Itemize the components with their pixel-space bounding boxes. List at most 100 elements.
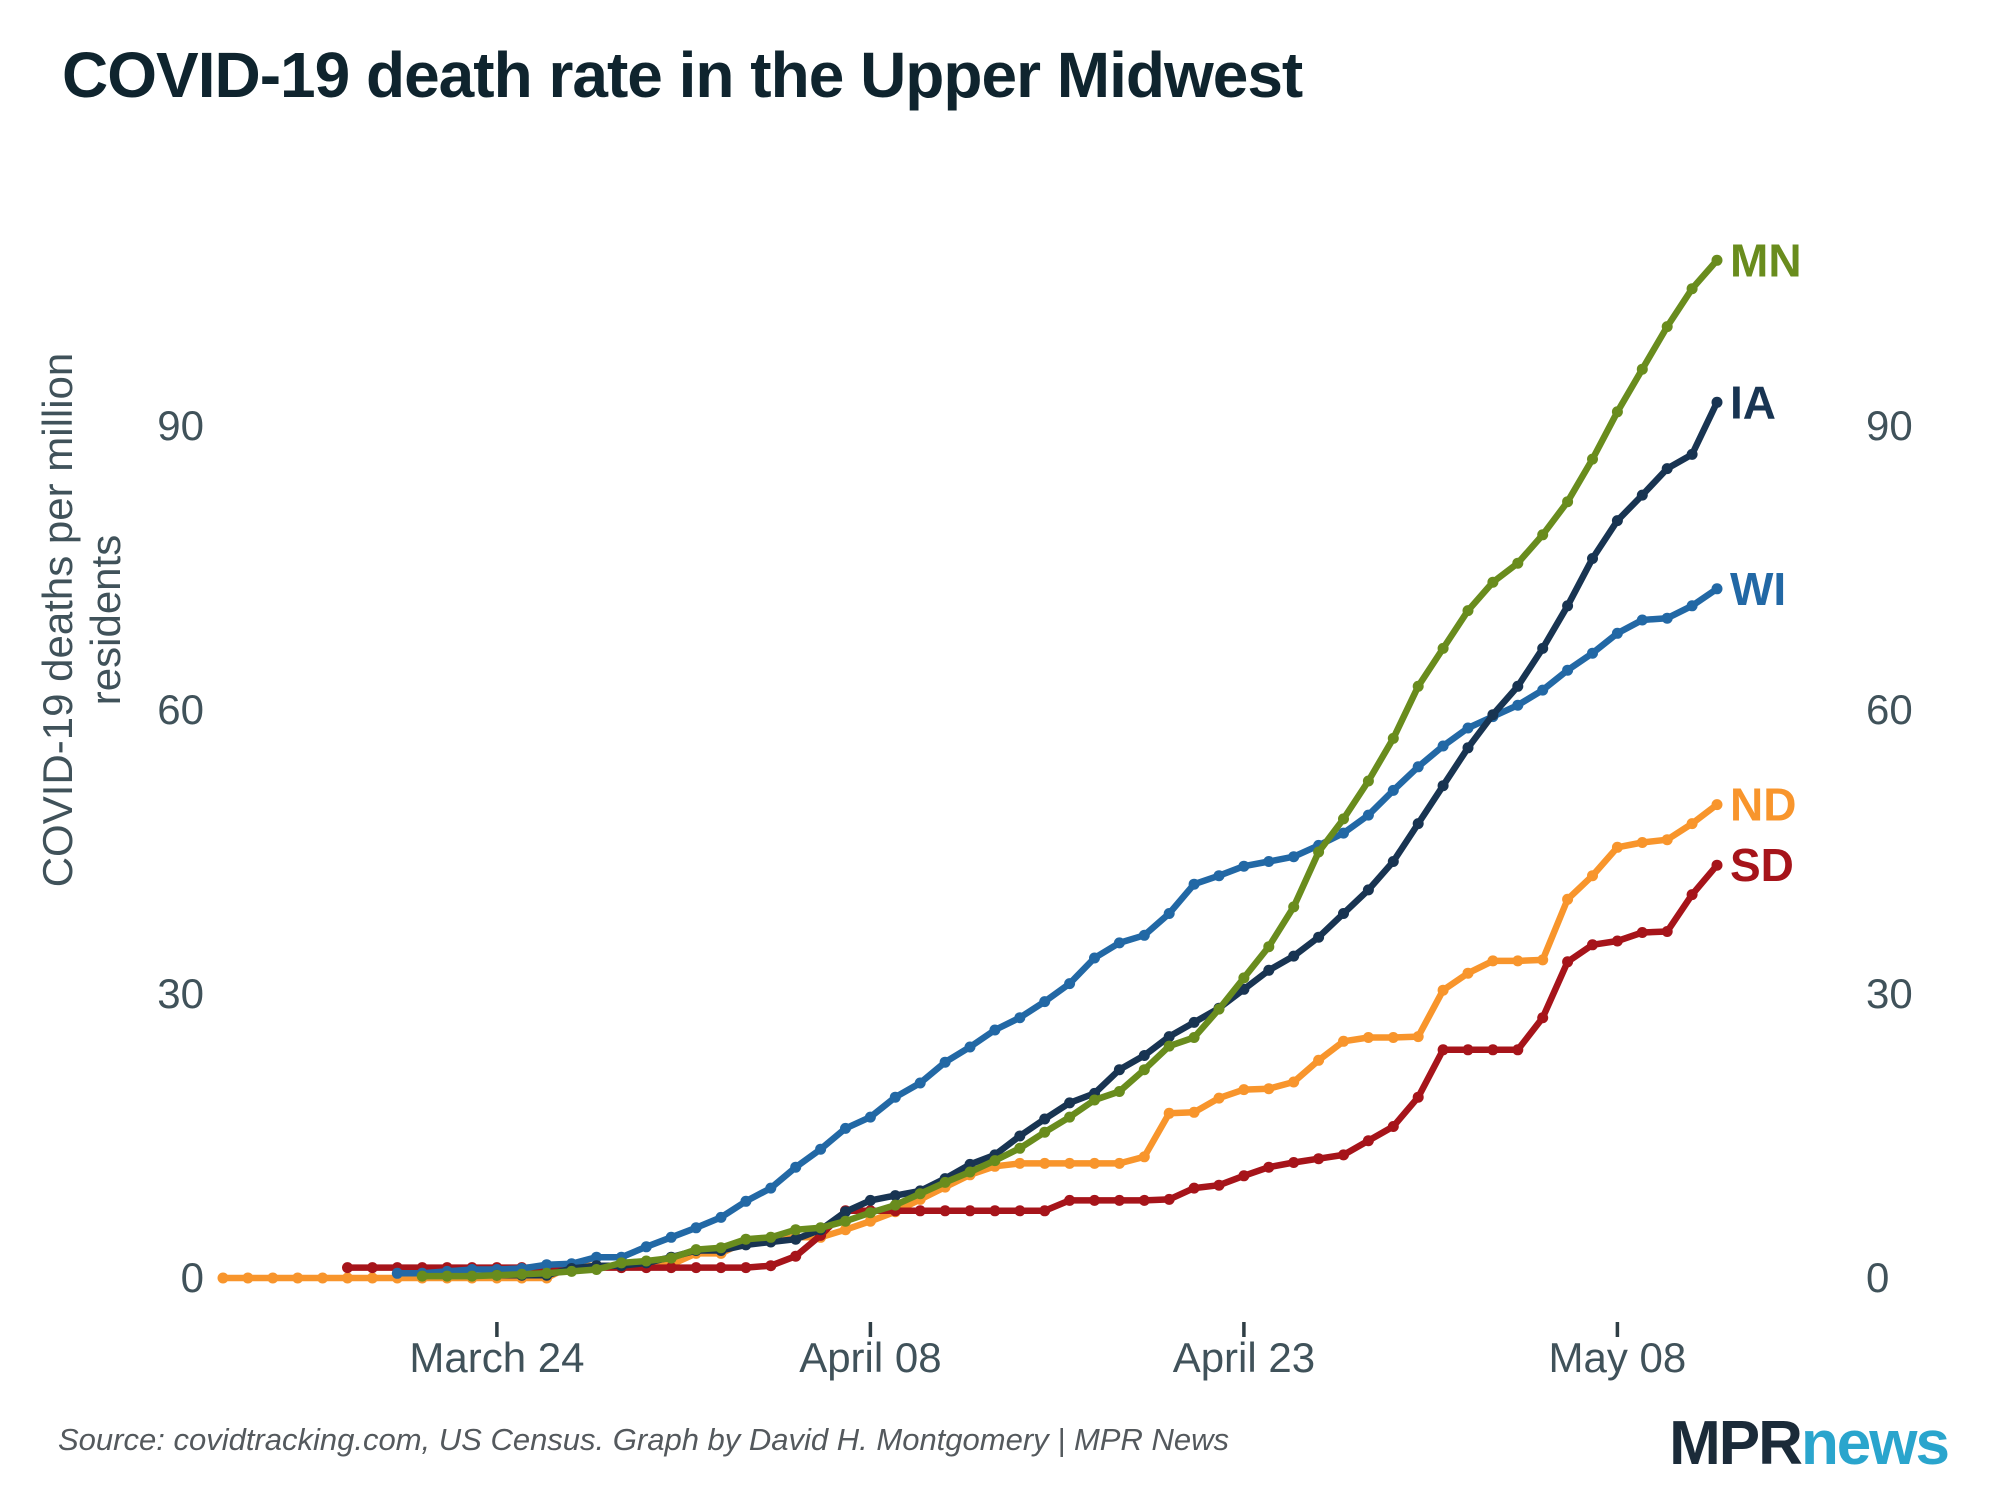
series-point-MN: [914, 1188, 926, 1200]
series-point-SD: [1313, 1153, 1325, 1165]
series-point-IA: [1587, 553, 1598, 564]
series-point-ND: [1587, 870, 1598, 882]
series-point-ND: [1462, 967, 1474, 979]
series-point-MN: [1213, 1003, 1225, 1015]
series-point-IA: [1711, 396, 1723, 408]
series-point-SD: [1263, 1161, 1275, 1173]
series-point-SD: [1537, 1012, 1549, 1024]
series-point-ND: [1636, 837, 1648, 848]
series-point-SD: [1462, 1044, 1474, 1056]
series-point-SD: [1014, 1205, 1026, 1217]
series-point-WI: [1462, 722, 1474, 734]
series-point-SD: [1562, 956, 1574, 968]
series-point-IA: [1064, 1097, 1076, 1109]
series-point-WI: [914, 1077, 926, 1089]
series-point-WI: [665, 1231, 677, 1243]
series-point-MN: [1288, 901, 1300, 913]
series-point-IA: [1437, 780, 1449, 792]
series-point-IA: [1263, 964, 1275, 976]
series-point-SD: [740, 1262, 752, 1274]
series-point-MN: [1064, 1111, 1076, 1123]
series-point-IA: [1163, 1031, 1175, 1043]
series-point-IA: [1462, 742, 1474, 754]
series-point-MN: [1412, 680, 1424, 692]
series-point-WI: [1711, 583, 1723, 595]
series-point-ND: [1238, 1084, 1250, 1096]
series-point-SD: [1163, 1193, 1175, 1205]
series-point-SD: [1064, 1194, 1076, 1206]
series-point-ND: [1288, 1076, 1300, 1088]
series-point-MN: [1512, 557, 1524, 569]
logo-news-text: news: [1800, 1409, 1950, 1478]
series-point-SD: [1437, 1044, 1449, 1056]
series-point-MN: [416, 1270, 428, 1282]
series-point-SD: [366, 1262, 378, 1274]
series-point-WI: [815, 1143, 827, 1155]
series-point-WI: [1213, 870, 1225, 882]
series-point-ND: [1362, 1032, 1374, 1043]
series-point-SD: [1338, 1149, 1349, 1161]
series-point-SD: [342, 1262, 353, 1274]
series-point-MN: [1238, 972, 1250, 984]
series-point-WI: [1089, 952, 1100, 964]
series-point-WI: [1362, 809, 1374, 821]
series-point-WI: [1238, 860, 1250, 872]
series-point-IA: [1014, 1130, 1026, 1142]
series-point-WI: [1437, 740, 1449, 752]
x-tick-label: May 08: [1549, 1334, 1687, 1381]
series-point-WI: [1263, 856, 1275, 867]
series-point-ND: [1113, 1157, 1125, 1169]
series-end-label-MN: MN: [1730, 234, 1802, 286]
series-point-MN: [864, 1207, 876, 1219]
series-point-MN: [964, 1166, 976, 1178]
series-point-ND: [840, 1224, 851, 1236]
series-point-ND: [1039, 1157, 1051, 1169]
series-point-WI: [1288, 851, 1300, 863]
series-point-ND: [292, 1272, 304, 1284]
series-point-ND: [217, 1272, 229, 1284]
series-point-MN: [591, 1264, 602, 1275]
series-point-SD: [989, 1205, 1001, 1217]
y-tick-label-right: 0: [1866, 1254, 1889, 1301]
series-point-ND: [1188, 1106, 1200, 1118]
y-tick-label-right: 90: [1866, 402, 1913, 449]
series-point-IA: [1611, 515, 1623, 527]
series-point-MN: [1587, 453, 1598, 465]
series-point-MN: [1089, 1094, 1100, 1106]
series-point-SD: [1636, 927, 1648, 938]
series-point-ND: [1512, 955, 1524, 967]
series-point-WI: [1387, 784, 1399, 796]
x-tick-label: April 23: [1173, 1334, 1315, 1381]
series-point-MN: [1611, 406, 1623, 418]
series-point-MN: [1711, 254, 1723, 266]
series-point-ND: [864, 1215, 876, 1227]
series-point-SD: [1039, 1205, 1051, 1217]
series-point-MN: [1163, 1040, 1175, 1052]
series-point-ND: [1412, 1031, 1424, 1043]
series-end-label-WI: WI: [1730, 563, 1786, 615]
series-point-MN: [566, 1265, 578, 1277]
y-tick-label-left: 60: [157, 686, 204, 733]
series-point-WI: [1039, 996, 1051, 1008]
series-point-WI: [1188, 878, 1200, 890]
series-point-MN: [1014, 1142, 1026, 1154]
x-tick-label: March 24: [409, 1334, 584, 1381]
series-point-MN: [441, 1270, 453, 1282]
series-point-WI: [1537, 684, 1549, 696]
series-point-SD: [1487, 1044, 1499, 1056]
series-point-ND: [1611, 841, 1623, 853]
series-end-label-IA: IA: [1730, 376, 1776, 428]
series-point-MN: [1113, 1086, 1125, 1097]
series-point-MN: [1387, 732, 1399, 744]
series-point-MN: [790, 1224, 802, 1236]
series-point-ND: [1387, 1032, 1399, 1043]
series-point-ND: [267, 1272, 279, 1284]
series-point-ND: [1711, 799, 1723, 811]
series-point-WI: [1661, 612, 1673, 624]
mpr-news-logo: MPRnews: [1669, 1408, 1950, 1479]
series-point-MN: [765, 1231, 777, 1243]
series-point-ND: [242, 1272, 254, 1284]
series-point-WI: [889, 1091, 901, 1103]
series-point-SD: [1512, 1044, 1524, 1056]
